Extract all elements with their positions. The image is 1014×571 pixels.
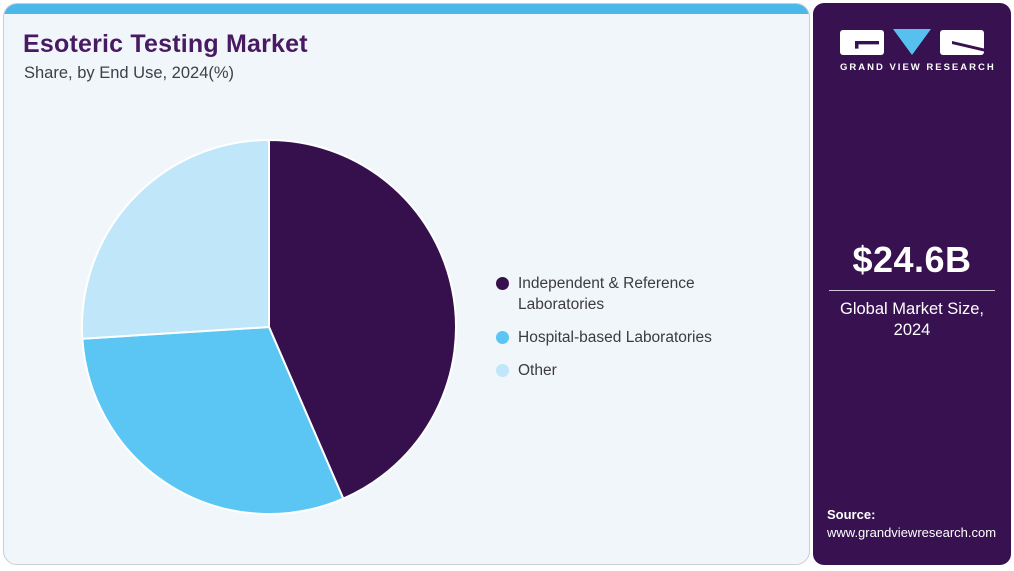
legend-label: Other	[518, 362, 557, 379]
gvr-logo-icon	[840, 29, 984, 55]
pie-chart-container	[79, 137, 459, 517]
legend-item: Independent & Reference Laboratories	[496, 273, 726, 315]
legend-label: Hospital-based Laboratories	[518, 329, 712, 346]
page-title: Esoteric Testing Market	[23, 30, 308, 58]
legend-dot-icon	[496, 277, 509, 290]
legend-item: Hospital-based Laboratories	[496, 327, 726, 348]
market-size-value: $24.6B	[852, 239, 972, 280]
divider	[829, 290, 995, 291]
source-label: Source:	[827, 507, 876, 522]
legend-item: Other	[496, 360, 726, 381]
legend-label: Independent & Reference Laboratories	[518, 275, 695, 313]
legend-dot-icon	[496, 364, 509, 377]
brand-sidebar: GRAND VIEW RESEARCH $24.6B Global Market…	[813, 3, 1011, 565]
chart-legend: Independent & Reference Laboratories Hos…	[496, 273, 726, 381]
market-size-label: Global Market Size, 2024	[813, 299, 1011, 341]
pie-slice	[268, 139, 457, 500]
page-subtitle: Share, by End Use, 2024(%)	[24, 64, 235, 82]
accent-top-bar	[4, 4, 809, 14]
source-block: Source: www.grandviewresearch.com	[827, 507, 996, 540]
legend-dot-icon	[496, 331, 509, 344]
chart-card: Esoteric Testing Market Share, by End Us…	[3, 3, 810, 565]
brand-name: GRAND VIEW RESEARCH	[840, 62, 996, 73]
market-size-label-line1: Global Market Size,	[840, 300, 984, 318]
market-size-block: $24.6B Global Market Size, 2024	[813, 239, 1011, 341]
pie-slice	[81, 139, 270, 340]
market-size-label-line2: 2024	[893, 321, 931, 339]
source-url: www.grandviewresearch.com	[827, 525, 997, 540]
brand-logo: GRAND VIEW RESEARCH	[840, 29, 996, 73]
pie-chart	[81, 139, 457, 515]
pie-slice	[81, 326, 345, 515]
